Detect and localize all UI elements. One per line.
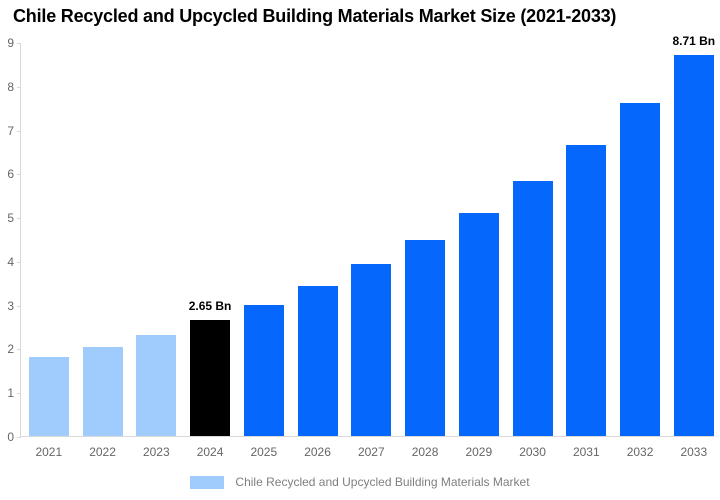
legend-swatch [190,475,225,489]
y-tick-mark [17,86,21,88]
legend: Chile Recycled and Upcycled Building Mat… [0,475,720,489]
x-tick-label-2031: 2031 [572,445,600,459]
plot-area: 0 1 2 3 4 5 6 7 8 9 2.65 Bn 8.71 Bn 2021 2022 2023 20… [7,34,715,459]
y-tick-mark [17,305,21,307]
y-tick-mark [17,218,21,220]
x-tick-label-2025: 2025 [250,445,278,459]
y-tick-label: 9 [7,36,14,50]
y-tick-label: 8 [7,79,14,94]
bar-2023 [136,335,177,436]
x-tick-label-2033: 2033 [680,445,708,459]
y-tick-mark [17,43,21,44]
bar-2033 [673,54,714,436]
y-tick-label: 0 [7,430,14,444]
x-tick-label-2028: 2028 [411,445,439,459]
y-tick-label: 7 [7,123,14,138]
x-tick-label-2024: 2024 [196,445,224,459]
y-tick-mark [17,393,21,395]
bar-value-label-2033: 8.71 Bn [672,33,716,48]
bar-2024 [190,320,231,436]
y-tick-label: 4 [7,254,14,269]
chart-title: Chile Recycled and Upcycled Building Mat… [13,6,617,26]
bar-2022 [82,347,123,436]
y-tick-mark [17,174,21,176]
bar-2031 [566,145,607,436]
y-tick-label: 3 [7,298,14,313]
bar-2027 [351,264,392,436]
x-tick-label-2021: 2021 [35,445,63,459]
y-tick-label: 5 [7,211,14,226]
x-tick-label-2022: 2022 [89,445,116,459]
bar-2028 [405,239,446,436]
x-tick-label-2029: 2029 [465,445,493,459]
y-tick-mark [17,349,21,351]
y-tick-label: 1 [7,386,14,401]
bar-2029 [458,212,499,436]
legend-label: Chile Recycled and Upcycled Building Mat… [235,475,530,489]
bar-2025 [243,304,284,436]
x-tick-label-2032: 2032 [626,445,654,459]
bar-2030 [512,181,553,436]
x-tick-label-2030: 2030 [519,445,546,459]
bar-value-label-2024: 2.65 Bn [188,299,232,313]
bar-2026 [297,286,338,436]
x-tick-label-2023: 2023 [142,445,170,459]
x-tick-label-2027: 2027 [357,445,385,459]
x-tick-label-2026: 2026 [304,445,331,459]
y-tick-label: 2 [7,342,14,357]
y-tick-mark [17,261,21,263]
y-tick-mark [17,130,21,132]
bar-2021 [28,357,69,436]
y-tick-label: 6 [7,167,14,182]
bar-2032 [620,103,661,436]
y-tick-mark [17,437,21,438]
